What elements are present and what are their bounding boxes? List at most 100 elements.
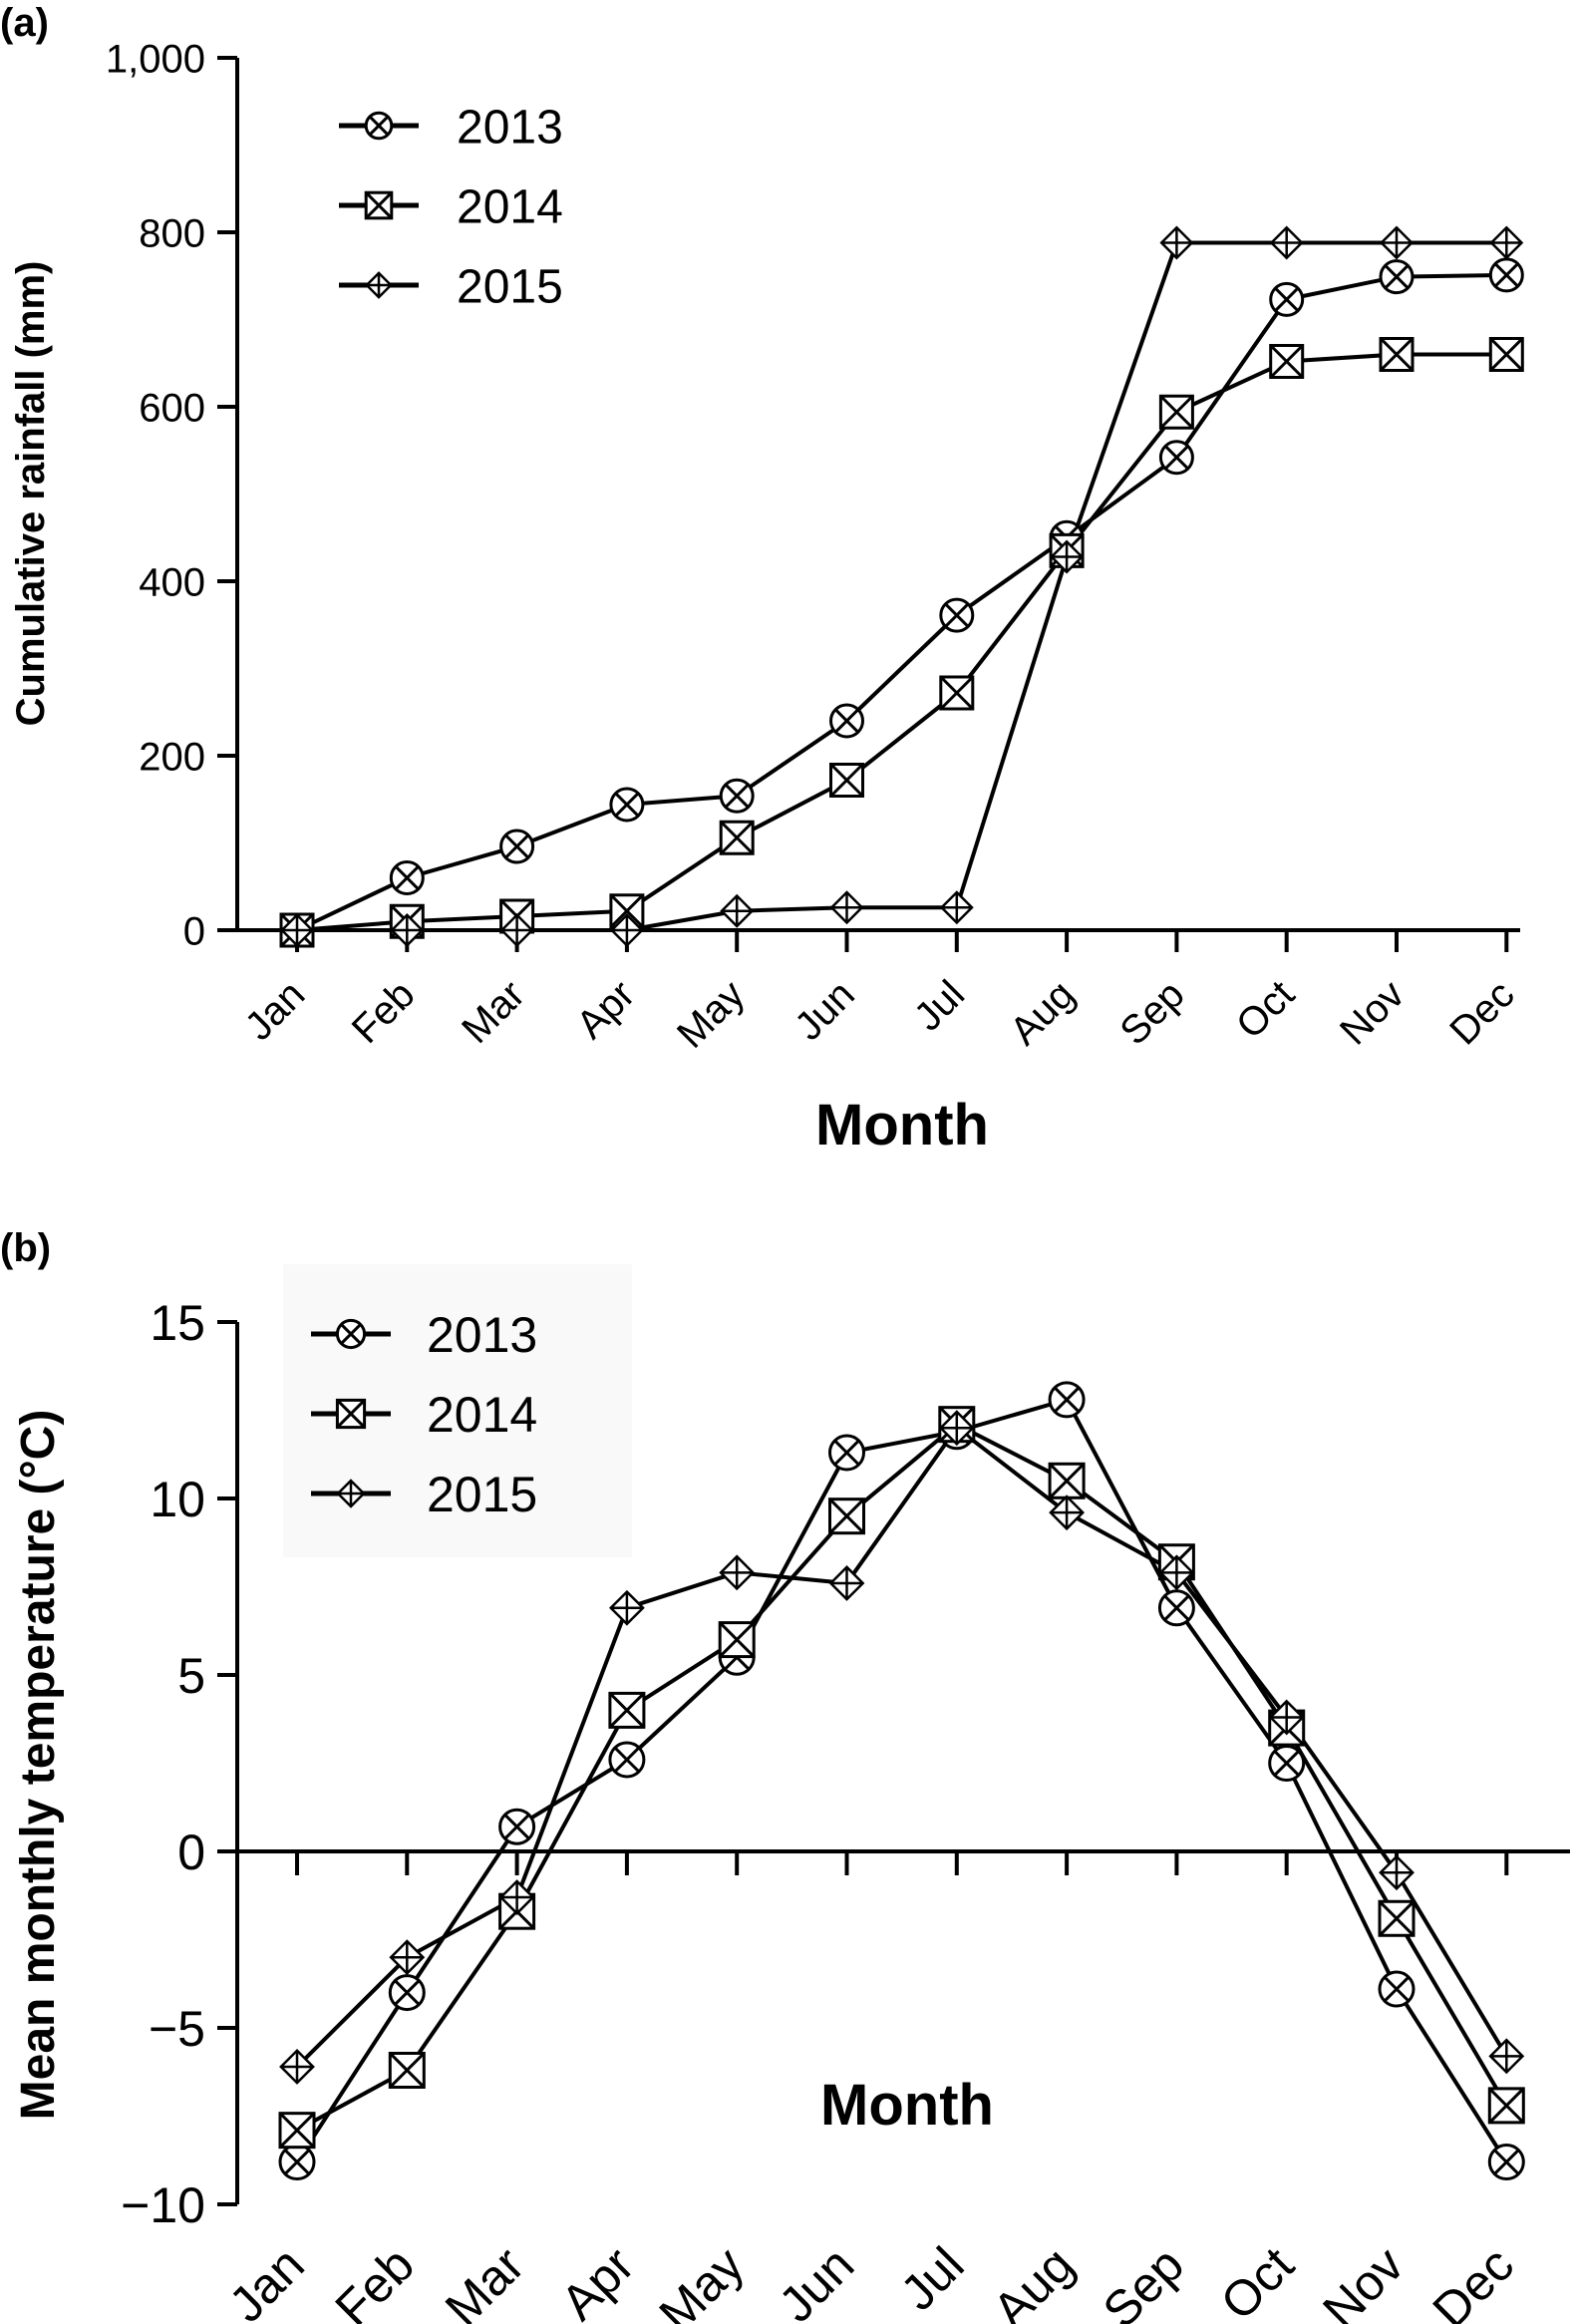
data-point-2015 [720,893,755,928]
data-point-2015 [499,913,534,947]
y-tick-label: 600 [139,386,205,430]
y-tick-label: −5 [149,2001,205,2057]
x-tick-label: Dec [1441,972,1522,1053]
x-axis-title: Month [815,1093,989,1158]
data-point-2015 [389,1939,426,1976]
x-tick-label: Jun [787,972,863,1049]
data-point-2015 [1050,539,1085,574]
data-point-2015 [828,1565,865,1601]
x-axis-title: Month [820,2073,994,2138]
data-point-2013 [1268,1745,1306,1782]
series-line-2014 [296,1422,1509,2133]
data-point-2014 [1048,1462,1086,1499]
data-point-2014 [1487,2087,1525,2125]
x-tick-label: Jan [218,2236,315,2324]
data-point-2014 [1158,394,1194,430]
data-point-2014 [1379,337,1415,372]
data-point-2015 [280,913,314,947]
legend-entry-2013: 2013 [427,1307,537,1363]
y-tick-label: 5 [177,1648,205,1704]
data-point-2013 [1157,1589,1195,1627]
data-point-2013 [1048,1381,1086,1419]
series-line-2013 [295,1397,1508,2163]
data-point-2013 [829,703,864,739]
data-point-2013 [719,778,755,814]
legend-marker-2014 [335,1398,367,1430]
data-point-2014 [1488,337,1524,372]
data-point-2015 [939,890,974,925]
data-point-2013 [608,1741,646,1779]
data-point-2015 [719,1554,756,1591]
data-point-2013 [609,787,645,823]
y-tick-label: −10 [121,2177,205,2233]
data-point-2015 [609,913,644,947]
data-point-2014 [388,2051,426,2089]
data-point-2015 [1379,1854,1415,1891]
legend-entry-2014: 2014 [457,180,563,233]
x-tick-label: Mar [435,2236,534,2324]
data-point-2013 [499,829,535,864]
chart-panel-a: (a) 0 200 400 600 800 1,000 Jan Feb Mar Apr May Jun J… [0,1,1524,1158]
x-tick-label: Mar [454,972,533,1052]
data-point-2015 [1380,225,1414,260]
legend-marker-2015 [365,271,393,299]
x-tick-label: Feb [325,2236,426,2324]
data-point-2014 [608,1691,646,1729]
data-point-2015 [938,1410,975,1447]
y-tick-label: 0 [183,909,205,953]
data-point-2014 [718,1621,756,1659]
x-tick-label: Jul [906,972,973,1039]
x-tick-label: Aug [1002,972,1083,1053]
data-point-2015 [1158,1554,1195,1591]
data-point-2013 [939,597,975,633]
data-point-2014 [1378,1899,1416,1937]
y-tick-label: 400 [139,560,205,604]
x-tick-label: May [649,2236,755,2324]
data-point-2014 [719,820,755,855]
data-point-2014 [278,2112,316,2150]
data-point-2015 [1488,2038,1525,2075]
legend-entry-2015: 2015 [457,260,563,313]
data-point-2013 [388,1974,426,2012]
data-point-2015 [829,890,864,925]
data-point-2013 [1158,440,1194,476]
x-tick-label: Sep [1111,972,1192,1053]
data-point-2015 [1489,225,1524,260]
x-tick-label: Dec [1422,2236,1524,2324]
data-point-2014 [939,675,975,711]
legend-entry-2013: 2013 [457,101,563,154]
data-point-2014 [828,1497,865,1535]
data-point-2013 [278,2144,316,2181]
data-point-2015 [1049,1494,1086,1531]
data-point-2014 [1269,344,1305,379]
data-point-2015 [608,1589,645,1626]
x-tick-label: Oct [1228,972,1303,1047]
legend-entry-2015: 2015 [427,1467,537,1522]
data-point-2014 [829,763,864,798]
x-tick-label: Oct [1210,2236,1305,2324]
legend-marker-2013 [335,1318,367,1350]
legend-entry-2014: 2014 [427,1387,537,1443]
x-tick-label: Aug [982,2236,1085,2324]
x-tick-label: Apr [550,2236,645,2324]
x-tick-label: Sep [1093,2236,1195,2324]
data-point-2015 [1268,1699,1305,1736]
data-point-2013 [1269,281,1305,317]
data-point-2013 [498,1808,536,1845]
data-point-2013 [1378,1970,1416,2008]
y-axis-title: Cumulative rainfall (mm) [9,261,53,727]
x-tick-label: Jan [237,972,314,1049]
data-point-2015 [498,1879,535,1915]
panel-label: (a) [0,1,49,45]
series-line-2014 [296,352,1507,932]
data-point-2015 [1269,225,1304,260]
data-point-2015 [279,2049,315,2085]
data-point-2015 [1159,225,1194,260]
data-point-2015 [390,913,425,947]
legend-marker-2014 [364,190,394,220]
y-tick-label: 15 [150,1295,205,1351]
panel-label: (b) [0,1226,51,1270]
x-tick-label: Apr [568,972,643,1047]
chart-panel-b: (b) −10 −5 0 5 10 15 Jan Feb Mar Apr May Jun Jul Aug Se… [0,1226,1570,2324]
